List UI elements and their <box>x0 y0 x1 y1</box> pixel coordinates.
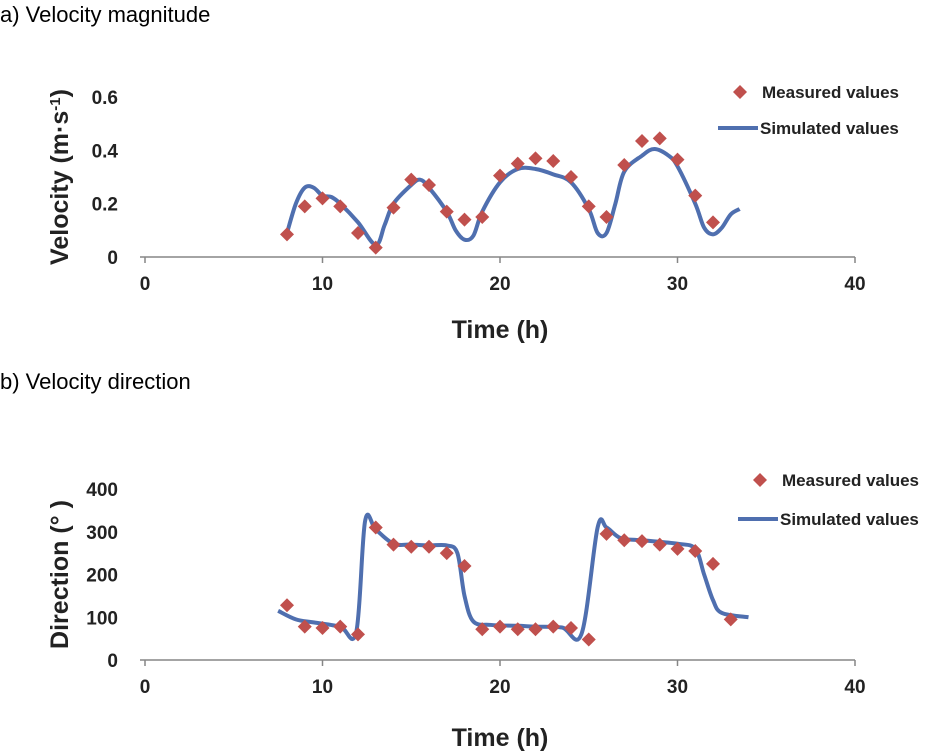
measured-value-point <box>333 199 348 214</box>
y-tick-label: 0.6 <box>92 88 118 109</box>
simulated-values-line <box>277 512 749 642</box>
y-tick-label: 400 <box>86 480 118 501</box>
chart-title: a) Velocity magnitude <box>0 2 210 27</box>
x-tick-label: 0 <box>140 677 151 698</box>
x-axis-label: Time (h) <box>452 316 549 344</box>
measured-value-point <box>617 158 632 172</box>
y-axis-label: Direction (° ) <box>46 500 74 649</box>
legend-simulated-label: Simulated values <box>760 119 899 138</box>
measured-value-point <box>404 539 419 554</box>
measured-value-point <box>652 537 667 552</box>
y-axis-label-superscript: -1 <box>47 97 64 110</box>
measured-value-point <box>546 154 561 168</box>
measured-value-point <box>315 620 330 635</box>
measured-value-point <box>493 619 507 634</box>
measured-value-point <box>688 188 703 203</box>
x-tick-label: 10 <box>312 274 333 295</box>
y-tick-label: 300 <box>86 523 118 544</box>
measured-value-point <box>528 151 543 166</box>
measured-value-point <box>652 131 667 146</box>
y-tick-label: 0 <box>107 651 118 672</box>
legend: Measured values Simulated values <box>718 83 899 138</box>
measured-value-point <box>280 227 294 242</box>
y-tick-label: 0 <box>107 248 118 269</box>
measured-value-point <box>422 539 436 554</box>
x-tick-label: 30 <box>667 274 688 295</box>
measured-value-point <box>368 520 383 535</box>
measured-value-point <box>404 172 419 187</box>
measured-value-point <box>315 191 330 206</box>
measured-value-point <box>581 199 596 214</box>
x-tick-label: 20 <box>489 677 510 698</box>
y-tick-label: 100 <box>86 608 118 629</box>
y-tick-label: 200 <box>86 566 118 587</box>
measured-value-point <box>368 240 383 255</box>
measured-value-point <box>528 622 543 637</box>
measured-value-point <box>599 210 614 224</box>
y-tick-label: 0.4 <box>92 141 119 162</box>
measured-value-point <box>422 178 436 192</box>
measured-value-point <box>475 622 490 637</box>
measured-value-point <box>351 627 365 642</box>
measured-value-point <box>457 558 472 573</box>
x-axis-label: Time (h) <box>452 724 549 752</box>
measured-value-point <box>564 620 578 635</box>
legend-measured-marker <box>753 473 767 487</box>
measured-value-point <box>475 210 490 224</box>
chart-title: b) Velocity direction <box>0 369 191 394</box>
y-axis-label: Velocity (m·s-1) <box>46 89 74 265</box>
x-tick-label: 30 <box>667 677 688 698</box>
measured-value-point <box>635 534 649 549</box>
x-tick-label: 40 <box>844 274 865 295</box>
measured-value-point <box>333 619 348 634</box>
measured-value-point <box>617 533 632 548</box>
legend-measured-label: Measured values <box>762 83 899 102</box>
measured-value-point <box>351 226 365 240</box>
measured-value-point <box>599 526 614 541</box>
legend-measured-marker <box>733 85 747 99</box>
measured-value-point <box>723 612 738 627</box>
measured-value-point <box>706 556 720 571</box>
measured-value-point <box>280 598 294 613</box>
measured-value-point <box>439 546 454 561</box>
y-tick-label: 0.2 <box>92 195 118 216</box>
x-tick-label: 20 <box>489 274 510 295</box>
x-tick-label: 10 <box>312 677 333 698</box>
measured-value-point <box>439 204 454 219</box>
legend-measured-label: Measured values <box>782 471 919 490</box>
y-axis-label-end: ) <box>46 89 74 97</box>
measured-value-point <box>386 200 401 215</box>
measured-value-point <box>581 632 596 647</box>
measured-value-point <box>297 199 312 214</box>
measured-value-point <box>670 541 685 556</box>
chart-panel-a: a) Velocity magnitude 0 10 20 30 40 0 0.2 0.4 0.6… <box>0 2 899 344</box>
x-tick-label: 40 <box>844 677 865 698</box>
measured-value-point <box>493 168 507 183</box>
measured-value-point <box>510 156 525 171</box>
measured-value-point <box>564 170 578 184</box>
legend-simulated-label: Simulated values <box>780 510 919 529</box>
measured-value-point <box>706 215 720 230</box>
measured-value-point <box>297 619 312 634</box>
measured-value-point <box>635 134 649 148</box>
legend: Measured values Simulated values <box>738 471 919 529</box>
x-tick-label: 0 <box>140 274 151 295</box>
measured-value-point <box>386 537 401 552</box>
measured-value-point <box>670 152 685 167</box>
measured-value-point <box>546 619 561 634</box>
measured-value-point <box>457 212 472 227</box>
measured-value-point <box>688 543 703 558</box>
measured-value-point <box>510 622 525 637</box>
